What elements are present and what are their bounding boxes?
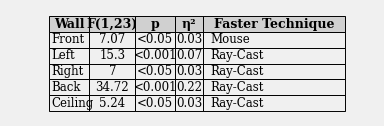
Bar [203, 80, 345, 95]
Text: Back: Back [51, 81, 81, 94]
Bar [203, 64, 345, 80]
Text: Mouse: Mouse [210, 33, 250, 46]
Bar [89, 32, 135, 48]
Bar [50, 95, 89, 111]
Text: Wall: Wall [54, 18, 85, 30]
Text: Ray-Cast: Ray-Cast [210, 65, 264, 78]
Text: 34.72: 34.72 [96, 81, 129, 94]
Text: 0.07: 0.07 [176, 49, 202, 62]
Text: Ceiling: Ceiling [51, 97, 94, 110]
Bar [50, 48, 89, 64]
Text: p: p [151, 18, 159, 30]
Bar [203, 16, 345, 32]
Bar [175, 64, 203, 80]
Bar [135, 95, 175, 111]
Text: <0.001: <0.001 [133, 81, 177, 94]
Bar [175, 16, 203, 32]
Text: Front: Front [51, 33, 84, 46]
Bar [203, 48, 345, 64]
Bar [175, 95, 203, 111]
Bar [203, 95, 345, 111]
Bar [50, 64, 89, 80]
Bar [175, 32, 203, 48]
Bar [135, 48, 175, 64]
Bar [89, 64, 135, 80]
Bar [50, 80, 89, 95]
Text: 7.07: 7.07 [99, 33, 126, 46]
Bar [89, 95, 135, 111]
Text: 7: 7 [109, 65, 116, 78]
Bar [175, 80, 203, 95]
Text: 0.03: 0.03 [176, 97, 202, 110]
Bar [50, 32, 89, 48]
Text: Faster Technique: Faster Technique [214, 18, 334, 30]
Text: 0.03: 0.03 [176, 33, 202, 46]
Bar [89, 48, 135, 64]
Text: F(1,23): F(1,23) [87, 18, 138, 30]
Bar [175, 48, 203, 64]
Text: 0.22: 0.22 [176, 81, 202, 94]
Bar [89, 80, 135, 95]
Bar [135, 64, 175, 80]
Text: <0.05: <0.05 [137, 65, 173, 78]
Text: 0.03: 0.03 [176, 65, 202, 78]
Bar [50, 16, 89, 32]
Text: Right: Right [51, 65, 84, 78]
Bar [89, 16, 135, 32]
Bar [135, 32, 175, 48]
Text: Ray-Cast: Ray-Cast [210, 49, 264, 62]
Text: <0.05: <0.05 [137, 33, 173, 46]
Bar [135, 16, 175, 32]
Text: <0.001: <0.001 [133, 49, 177, 62]
Text: Left: Left [51, 49, 75, 62]
Bar [203, 32, 345, 48]
Bar [135, 80, 175, 95]
Text: 15.3: 15.3 [99, 49, 125, 62]
Text: 5.24: 5.24 [99, 97, 125, 110]
Text: <0.05: <0.05 [137, 97, 173, 110]
Text: η²: η² [182, 18, 197, 30]
Text: Ray-Cast: Ray-Cast [210, 81, 264, 94]
Text: Ray-Cast: Ray-Cast [210, 97, 264, 110]
